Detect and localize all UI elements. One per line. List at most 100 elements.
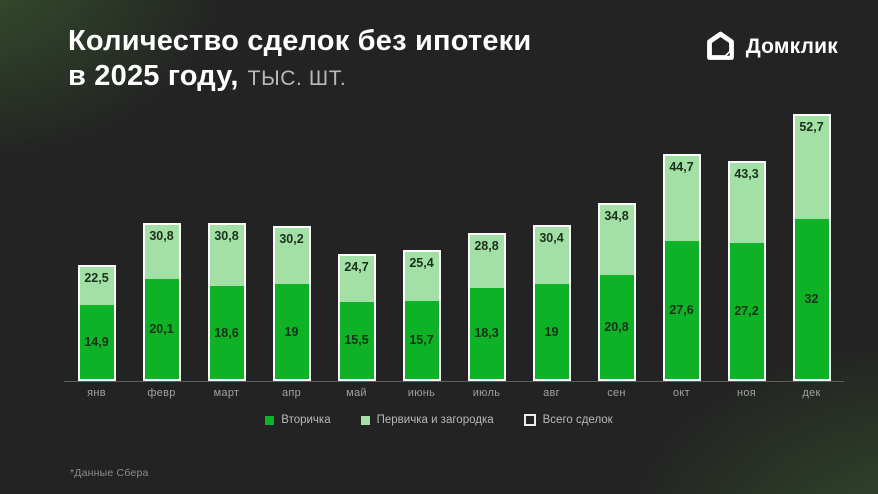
month-tick-label: февр (147, 387, 176, 399)
total-value-label: 25,4 (409, 256, 434, 270)
month-tick-label: март (213, 387, 240, 399)
segment-primary-suburban: 43,3 (729, 162, 764, 243)
month-tick-label: июнь (407, 387, 436, 399)
segment-secondary: 32 (794, 219, 829, 379)
segment-primary-suburban: 30,4 (534, 227, 569, 284)
month-tick-label: сен (607, 387, 626, 399)
secondary-value-label: 18,6 (214, 325, 239, 340)
secondary-value-label: 19 (544, 324, 559, 339)
bar-column: 30,2 19 (259, 105, 324, 381)
month-tick-label: май (346, 387, 367, 399)
legend-swatch-outlined (523, 414, 536, 426)
secondary-value-label: 15,7 (409, 332, 434, 347)
source-footnote: *Данные Сбера (70, 467, 149, 479)
bar-column: 30,4 19 (519, 105, 584, 381)
total-value-label: 30,2 (279, 232, 304, 246)
total-value-label: 43,3 (734, 166, 759, 181)
legend-label: Вторичка (281, 414, 331, 426)
legend-label: Первичка и загородка (376, 414, 494, 426)
secondary-value-label: 19 (284, 324, 299, 339)
secondary-value-label: 18,3 (474, 326, 499, 341)
secondary-value-label: 20,1 (149, 321, 174, 336)
title-line1: Количество сделок без ипотеки (68, 25, 532, 57)
stacked-bar: 22,5 14,9 (77, 264, 116, 381)
legend-label: Всего сделок (542, 414, 613, 426)
stacked-bar: 43,3 27,2 (727, 160, 766, 381)
stacked-bar: 30,8 18,6 (207, 223, 246, 381)
total-value-label: 22,5 (84, 270, 109, 285)
total-value-label: 30,8 (214, 229, 239, 243)
bar-column: 30,8 20,1 (129, 105, 194, 381)
bar-column: 34,8 20,8 (584, 105, 649, 381)
segment-secondary: 20,8 (599, 275, 634, 379)
chart-plot: 22,5 14,9 30,8 20,1 30,8 18,6 30,2 19 24,7 15,5 25… (64, 105, 844, 382)
domclick-logo: Домклик (704, 30, 838, 63)
stacked-bar: 30,8 20,1 (142, 223, 181, 381)
stacked-bar: 52,7 32 (792, 113, 831, 381)
segment-secondary: 19 (534, 284, 569, 379)
bar-column: 44,7 27,6 (649, 105, 714, 381)
secondary-value-label: 27,6 (669, 303, 694, 317)
total-value-label: 44,7 (669, 159, 694, 174)
stacked-bar: 34,8 20,8 (597, 203, 636, 381)
segment-secondary: 27,2 (729, 243, 764, 379)
stacked-bar: 25,4 15,7 (402, 250, 441, 381)
x-axis-labels: янв февр март апр май июнь июль авг сен окт ноя дек (64, 387, 844, 399)
secondary-value-label: 14,9 (84, 334, 109, 349)
legend-swatch-bright-green (265, 415, 275, 425)
segment-primary-suburban: 22,5 (79, 266, 114, 305)
bar-column: 43,3 27,2 (714, 105, 779, 381)
segment-primary-suburban: 30,8 (209, 225, 244, 286)
total-value-label: 24,7 (344, 259, 369, 274)
segment-secondary: 18,3 (469, 287, 504, 379)
stacked-bar: 28,8 18,3 (467, 233, 506, 381)
secondary-value-label: 27,2 (734, 304, 759, 318)
total-value-label: 30,8 (149, 229, 174, 243)
month-tick-label: дек (802, 387, 821, 399)
segment-secondary: 15,7 (404, 300, 439, 379)
legend-item-total: Всего сделок (523, 414, 613, 426)
segment-secondary: 20,1 (144, 278, 179, 379)
month-tick-label: янв (87, 387, 106, 399)
bar-chart: 22,5 14,9 30,8 20,1 30,8 18,6 30,2 19 24,7 15,5 25… (64, 105, 844, 399)
month-tick-label: июль (472, 387, 501, 399)
legend-item-primary: Первичка и загородка (360, 414, 494, 426)
title-line2: в 2025 году, (68, 60, 239, 93)
segment-primary-suburban: 34,8 (599, 205, 634, 275)
stacked-bar: 30,2 19 (272, 226, 311, 381)
stacked-bar: 24,7 15,5 (337, 253, 376, 381)
legend-swatch-light-green (360, 415, 370, 425)
month-tick-label: авг (543, 387, 560, 399)
total-value-label: 52,7 (799, 119, 824, 134)
month-tick-label: апр (281, 387, 302, 399)
segment-secondary: 19 (274, 284, 309, 379)
total-value-label: 28,8 (474, 239, 499, 253)
domclick-house-icon (704, 30, 737, 63)
secondary-value-label: 15,5 (344, 333, 369, 348)
segment-secondary: 27,6 (664, 241, 699, 379)
logo-text: Домклик (745, 34, 838, 58)
segment-primary-suburban: 30,8 (144, 225, 179, 279)
segment-secondary: 18,6 (209, 286, 244, 379)
stacked-bar: 30,4 19 (532, 225, 571, 381)
month-tick-label: ноя (736, 387, 757, 399)
bar-column: 25,4 15,7 (389, 105, 454, 381)
chart-legend: Вторичка Первичка и загородка Всего сдел… (0, 414, 878, 426)
bar-column: 24,7 15,5 (324, 105, 389, 381)
page-title: Количество сделок без ипотеки в 2025 год… (68, 24, 531, 95)
secondary-value-label: 20,8 (604, 320, 629, 334)
secondary-value-label: 32 (804, 292, 819, 306)
total-value-label: 34,8 (604, 209, 629, 223)
segment-primary-suburban: 44,7 (664, 155, 699, 241)
title-unit: ТЫС. ШТ. (247, 67, 347, 91)
month-tick-label: окт (673, 387, 690, 399)
segment-primary-suburban: 30,2 (274, 228, 309, 284)
bar-column: 30,8 18,6 (194, 105, 259, 381)
bar-column: 52,7 32 (779, 105, 844, 381)
segment-primary-suburban: 25,4 (404, 252, 439, 301)
stacked-bar: 44,7 27,6 (662, 153, 701, 381)
segment-primary-suburban: 24,7 (339, 255, 374, 302)
segment-secondary: 14,9 (79, 304, 114, 379)
segment-primary-suburban: 52,7 (794, 115, 829, 219)
